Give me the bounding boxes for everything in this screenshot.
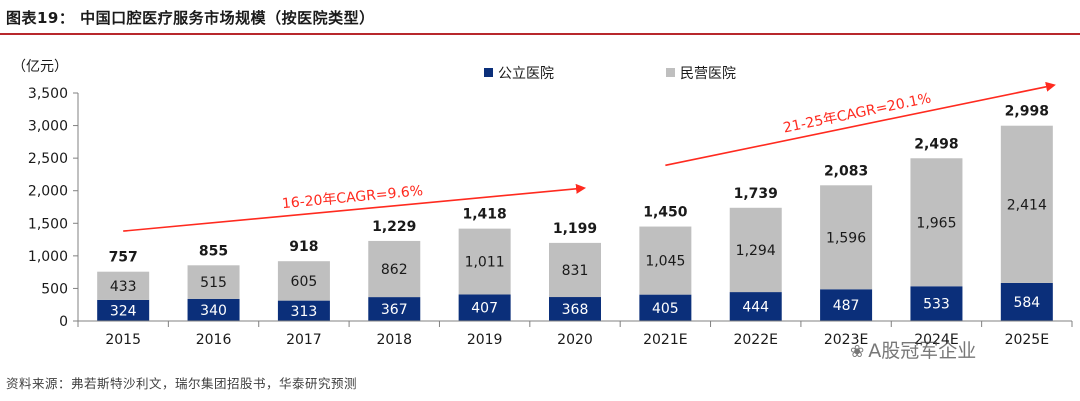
- total-label: 1,229: [372, 219, 416, 235]
- value-label-public: 313: [291, 304, 318, 320]
- value-label-private: 1,011: [465, 255, 505, 271]
- watermark: ❀ A股冠军企业: [850, 336, 976, 363]
- cagr-label: 21-25年CAGR=20.1%: [782, 90, 933, 136]
- x-tick-label: 2019: [467, 332, 503, 348]
- legend-swatch: [666, 68, 675, 77]
- x-tick-label: 2020: [557, 332, 593, 348]
- value-label-private: 1,596: [826, 230, 866, 246]
- cagr-label: 16-20年CAGR=9.6%: [281, 183, 424, 212]
- total-label: 757: [109, 250, 138, 266]
- bar-public: [1000, 282, 1053, 321]
- bar-public: [97, 299, 150, 321]
- bar-private: [458, 228, 511, 295]
- total-label: 855: [199, 243, 228, 259]
- bar-private: [820, 185, 873, 290]
- y-tick-label: 3,500: [28, 86, 68, 102]
- x-tick-label: 2022E: [733, 332, 777, 348]
- x-tick-label: 2018: [376, 332, 412, 348]
- bar-public: [277, 300, 330, 321]
- total-label: 1,450: [643, 205, 688, 221]
- total-label: 918: [289, 239, 318, 255]
- value-label-private: 433: [110, 279, 137, 295]
- value-label-private: 515: [200, 275, 227, 291]
- x-tick-label: 2017: [286, 332, 322, 348]
- figure-title: 图表19： 中国口腔医疗服务市场规模（按医院类型）: [6, 9, 375, 27]
- value-label-private: 2,414: [1007, 197, 1047, 213]
- y-tick-label: 3,000: [28, 119, 68, 135]
- value-label-private: 1,965: [916, 215, 956, 231]
- source-note: 资料来源：弗若斯特沙利文，瑞尔集团招股书，华泰研究预测: [6, 376, 358, 391]
- value-label-public: 487: [833, 298, 860, 314]
- watermark-text: A股冠军企业: [868, 340, 977, 362]
- value-label-private: 605: [291, 274, 318, 290]
- cagr-arrow: [123, 183, 587, 232]
- value-label-public: 405: [652, 301, 679, 317]
- total-label: 2,498: [914, 136, 958, 152]
- value-label-public: 340: [200, 303, 227, 319]
- bar-public: [187, 298, 240, 321]
- bar-private: [639, 226, 692, 295]
- y-tick-label: 2,000: [28, 184, 68, 200]
- y-tick-label: 1,000: [28, 249, 68, 265]
- total-label: 2,998: [1005, 104, 1049, 120]
- value-label-public: 444: [742, 300, 769, 316]
- bar-private: [549, 242, 601, 298]
- bar-public: [368, 297, 421, 321]
- x-tick-label: 2015: [105, 332, 141, 348]
- bar-private: [368, 240, 421, 298]
- legend-label: 公立医院: [498, 66, 554, 82]
- bar-public: [639, 294, 692, 321]
- total-label: 1,199: [553, 221, 597, 237]
- total-label: 1,739: [734, 186, 778, 202]
- bar-private: [277, 261, 330, 301]
- y-tick-label: 1,500: [28, 216, 68, 232]
- bar-public: [729, 292, 782, 321]
- value-label-private: 1,294: [736, 243, 776, 259]
- cagr-arrow: [665, 81, 1056, 167]
- bar-public: [910, 286, 963, 321]
- value-label-public: 368: [562, 302, 589, 318]
- x-tick-label: 2024E: [914, 332, 958, 348]
- total-label: 1,418: [462, 207, 506, 223]
- y-tick-label: 500: [41, 281, 68, 297]
- legend-label: 民营医院: [680, 66, 736, 82]
- total-label: 2,083: [824, 163, 868, 179]
- bar-private: [187, 265, 240, 299]
- y-tick-label: 0: [59, 314, 68, 330]
- y-unit-label: （亿元）: [12, 59, 68, 75]
- value-label-public: 407: [471, 301, 498, 317]
- bar-private: [1000, 125, 1053, 283]
- value-label-public: 584: [1013, 295, 1040, 311]
- title-rule: [0, 33, 1080, 35]
- stacked-bar-chart: 324 433 757 340 515 855 313 605 918 367 862 1,229 40…: [12, 59, 1073, 348]
- value-label-public: 324: [110, 303, 137, 319]
- value-label-private: 862: [381, 262, 408, 278]
- bar-private: [910, 158, 963, 287]
- x-tick-label: 2016: [196, 332, 232, 348]
- bar-public: [820, 289, 873, 321]
- x-tick-label: 2021E: [643, 332, 687, 348]
- x-tick-label: 2025E: [1005, 332, 1049, 348]
- legend-swatch: [484, 68, 493, 77]
- wechat-icon: ❀: [850, 342, 865, 362]
- x-tick-label: 2023E: [824, 332, 868, 348]
- bar-public: [549, 297, 601, 321]
- value-label-public: 367: [381, 302, 408, 318]
- y-tick-label: 2,500: [28, 151, 68, 167]
- bar-private: [729, 207, 782, 293]
- bar-private: [97, 271, 150, 300]
- value-label-private: 831: [562, 263, 589, 279]
- value-label-public: 533: [923, 297, 950, 313]
- value-label-private: 1,045: [645, 254, 685, 270]
- bar-public: [458, 294, 511, 321]
